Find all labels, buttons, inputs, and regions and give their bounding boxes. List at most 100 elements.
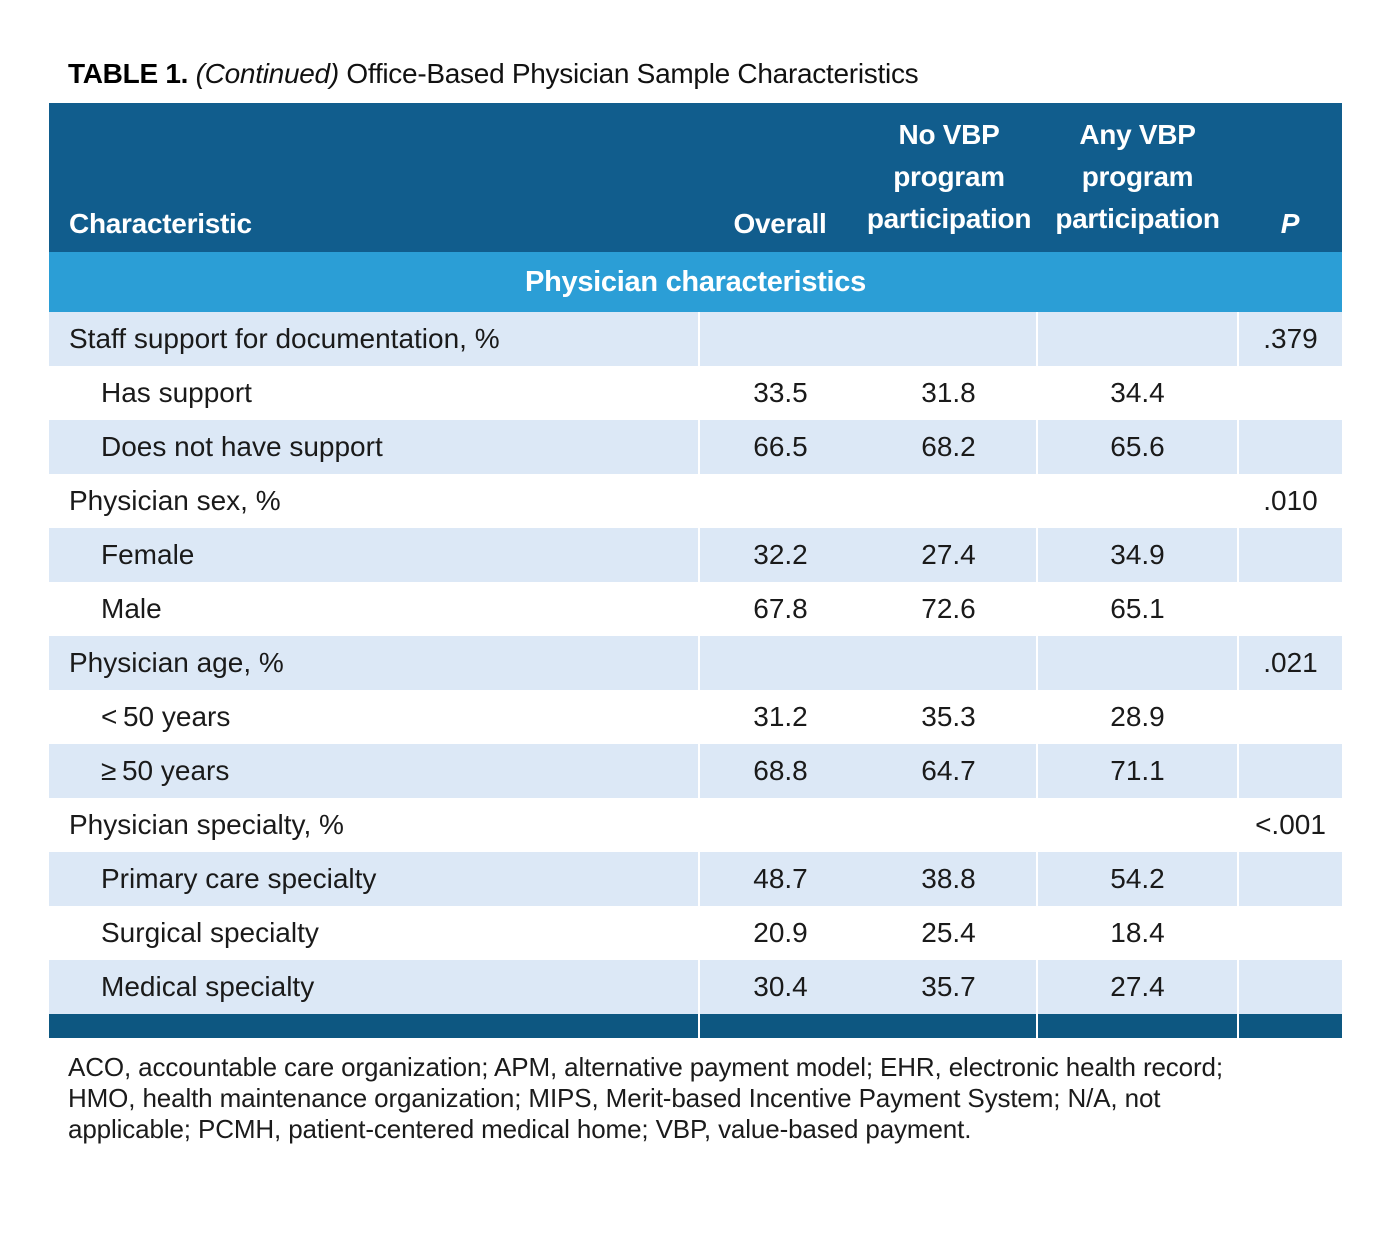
col-header-no-vbp-line2: program	[893, 161, 1005, 192]
col-header-any-vbp: Any VBP program participation	[1037, 103, 1238, 252]
cell-p-value: .010	[1237, 474, 1342, 528]
cell-no-vbp: 27.4	[861, 528, 1037, 582]
footnote: ACO, accountable care organization; APM,…	[68, 1052, 1331, 1145]
cell-any-vbp: 28.9	[1036, 690, 1238, 744]
cell-overall: 68.8	[698, 744, 861, 798]
cell-p-value: .021	[1237, 636, 1342, 690]
row-label: Medical specialty	[49, 960, 699, 1014]
row-label: ≥ 50 years	[49, 744, 699, 798]
col-header-any-vbp-line1: Any VBP	[1079, 119, 1196, 150]
table-row: Does not have support 66.5 68.2 65.6	[49, 420, 1342, 474]
table-row: Has support 33.5 31.8 34.4	[49, 366, 1342, 420]
cell-p-value: <.001	[1237, 798, 1342, 852]
table-number-label: TABLE 1.	[68, 58, 189, 89]
cell-overall: 32.2	[698, 528, 861, 582]
cell-p-value	[1237, 366, 1342, 420]
cell-any-vbp: 34.9	[1036, 528, 1238, 582]
col-header-p-value: P	[1238, 103, 1342, 252]
cell-no-vbp: 64.7	[861, 744, 1037, 798]
col-header-no-vbp-line1: No VBP	[898, 119, 1000, 150]
cell-p-value	[1237, 906, 1342, 960]
table-row: Staff support for documentation, % .379	[49, 312, 1342, 366]
cell-p-value	[1237, 528, 1342, 582]
row-label: Has support	[49, 366, 699, 420]
table-row: Physician specialty, % <.001	[49, 798, 1342, 852]
cell-any-vbp: 34.4	[1036, 366, 1238, 420]
row-label: Does not have support	[49, 420, 699, 474]
cell-overall: 48.7	[698, 852, 861, 906]
cell-overall	[698, 636, 861, 690]
cell-any-vbp: 65.6	[1036, 420, 1238, 474]
table-row: Surgical specialty 20.9 25.4 18.4	[49, 906, 1342, 960]
cell-any-vbp: 65.1	[1036, 582, 1238, 636]
page-title: TABLE 1. (Continued) Office-Based Physic…	[68, 0, 1391, 91]
col-header-characteristic: Characteristic	[49, 103, 699, 252]
cell-p-value	[1237, 852, 1342, 906]
table-row: < 50 years 31.2 35.3 28.9	[49, 690, 1342, 744]
table-row: Male 67.8 72.6 65.1	[49, 582, 1342, 636]
cell-p-value	[1237, 744, 1342, 798]
table-row: Physician age, % .021	[49, 636, 1342, 690]
table-row: ≥ 50 years 68.8 64.7 71.1	[49, 744, 1342, 798]
cell-any-vbp	[1036, 636, 1238, 690]
table-row: Medical specialty 30.4 35.7 27.4	[49, 960, 1342, 1014]
cell-overall	[698, 474, 861, 528]
row-label: Surgical specialty	[49, 906, 699, 960]
cell-no-vbp: 38.8	[861, 852, 1037, 906]
cell-any-vbp: 54.2	[1036, 852, 1238, 906]
cell-overall: 20.9	[698, 906, 861, 960]
table-title-text: Office-Based Physician Sample Characteri…	[346, 58, 919, 89]
cell-no-vbp: 72.6	[861, 582, 1037, 636]
cell-overall	[698, 312, 861, 366]
table-row: Primary care specialty 48.7 38.8 54.2	[49, 852, 1342, 906]
cell-no-vbp: 68.2	[861, 420, 1037, 474]
cell-overall: 67.8	[698, 582, 861, 636]
col-header-no-vbp: No VBP program participation	[861, 103, 1037, 252]
header-row: Characteristic Overall No VBP program pa…	[49, 103, 1342, 252]
cell-no-vbp: 31.8	[861, 366, 1037, 420]
cell-no-vbp	[861, 312, 1037, 366]
row-label: Male	[49, 582, 699, 636]
cell-any-vbp	[1036, 312, 1238, 366]
cell-no-vbp: 35.7	[861, 960, 1037, 1014]
col-header-no-vbp-line3: participation	[866, 203, 1032, 234]
row-label: < 50 years	[49, 690, 699, 744]
row-label: Physician sex, %	[49, 474, 699, 528]
bottom-rule	[49, 1014, 1342, 1038]
footnote-line: applicable; PCMH, patient-centered medic…	[68, 1114, 972, 1144]
cell-any-vbp: 71.1	[1036, 744, 1238, 798]
cell-any-vbp: 27.4	[1036, 960, 1238, 1014]
row-label: Physician age, %	[49, 636, 699, 690]
cell-no-vbp	[861, 798, 1037, 852]
cell-overall: 30.4	[698, 960, 861, 1014]
characteristics-table: Characteristic Overall No VBP program pa…	[49, 103, 1342, 1038]
table-body: Staff support for documentation, % .379 …	[49, 312, 1342, 1014]
table-row: Physician sex, % .010	[49, 474, 1342, 528]
footnote-line: HMO, health maintenance organization; MI…	[68, 1083, 1161, 1113]
cell-any-vbp: 18.4	[1036, 906, 1238, 960]
col-header-any-vbp-line2: program	[1081, 161, 1194, 192]
cell-any-vbp	[1036, 798, 1238, 852]
cell-no-vbp	[861, 474, 1037, 528]
cell-no-vbp	[861, 636, 1037, 690]
footnote-line: ACO, accountable care organization; APM,…	[68, 1052, 1223, 1082]
col-header-overall: Overall	[699, 103, 861, 252]
row-label: Primary care specialty	[49, 852, 699, 906]
row-label: Staff support for documentation, %	[49, 312, 699, 366]
section-header-label: Physician characteristics	[49, 252, 1342, 312]
cell-overall	[698, 798, 861, 852]
col-header-any-vbp-line3: participation	[1055, 203, 1220, 234]
cell-overall: 33.5	[698, 366, 861, 420]
cell-overall: 66.5	[698, 420, 861, 474]
continued-label: (Continued)	[195, 58, 340, 89]
section-header-band: Physician characteristics	[49, 252, 1342, 312]
cell-p-value	[1237, 960, 1342, 1014]
cell-no-vbp: 25.4	[861, 906, 1037, 960]
cell-overall: 31.2	[698, 690, 861, 744]
table-row: Female 32.2 27.4 34.9	[49, 528, 1342, 582]
cell-no-vbp: 35.3	[861, 690, 1037, 744]
cell-p-value	[1237, 420, 1342, 474]
table-header: Characteristic Overall No VBP program pa…	[49, 103, 1342, 252]
row-label: Physician specialty, %	[49, 798, 699, 852]
cell-p-value	[1237, 582, 1342, 636]
